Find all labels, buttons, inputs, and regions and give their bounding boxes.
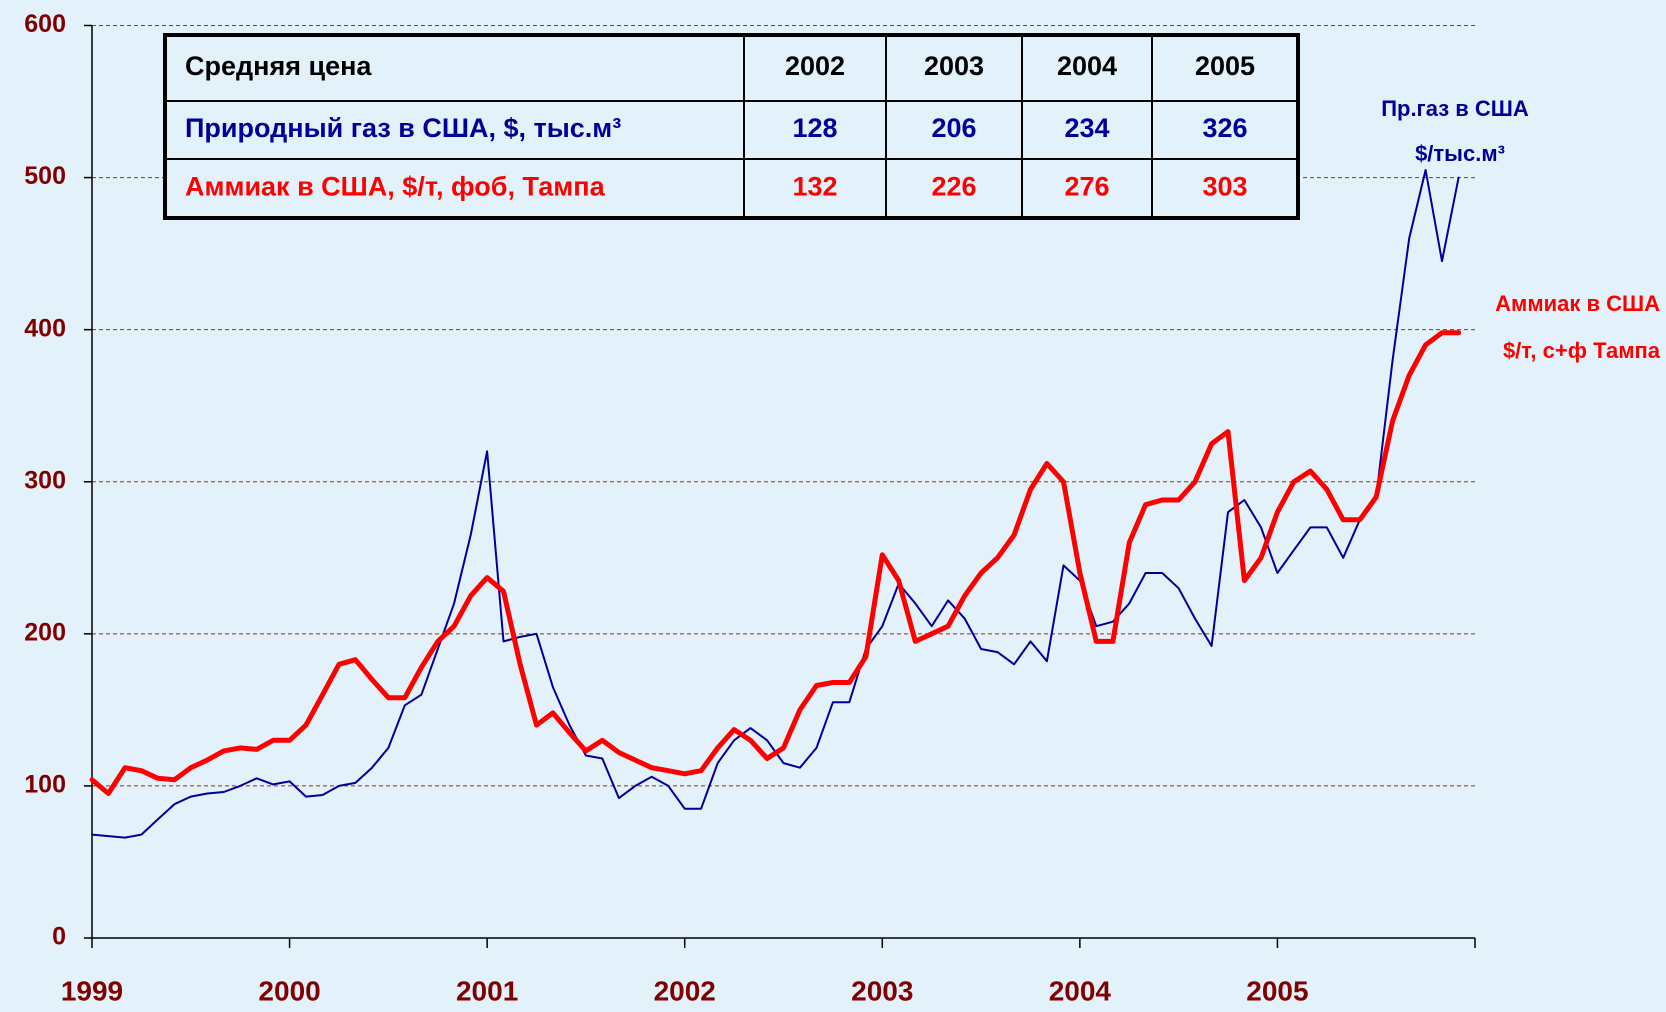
- y-tick-label: 0: [52, 923, 66, 951]
- y-tick-label: 200: [24, 618, 66, 646]
- y-tick-label: 300: [24, 466, 66, 494]
- y-tick-label: 600: [24, 10, 66, 38]
- table-cell: 2005: [1195, 51, 1255, 81]
- table-box: [163, 33, 1300, 220]
- table-cell: 226: [931, 172, 976, 202]
- y-tick-label: 400: [24, 314, 66, 342]
- table-cell: 206: [931, 113, 976, 143]
- y-tick-label: 100: [24, 771, 66, 799]
- table-cell: 2003: [924, 51, 984, 81]
- table-cell: 234: [1064, 113, 1109, 143]
- table-cell: Природный газ в США, $, тыс.м³: [185, 113, 621, 143]
- table-cell: 303: [1202, 172, 1247, 202]
- y-tick-label: 500: [24, 162, 66, 190]
- series-unit: $/т, с+ф Тампа: [1503, 338, 1661, 363]
- table-cell: 132: [792, 172, 837, 202]
- series-label: Пр.газ в США: [1381, 96, 1529, 121]
- series-line: [89, 330, 1462, 796]
- x-tick-label: 2005: [1246, 975, 1308, 1006]
- x-tick-label: 1999: [61, 975, 123, 1006]
- x-tick-label: 2003: [851, 975, 913, 1006]
- table-cell: Аммиак в США, $/т, фоб, Тампа: [185, 172, 606, 202]
- table-cell: Средняя цена: [185, 51, 372, 81]
- x-tick-label: 2000: [258, 975, 320, 1006]
- table-cell: 128: [792, 113, 837, 143]
- x-tick-label: 2001: [456, 975, 518, 1006]
- table-cell: 2002: [785, 51, 845, 81]
- table-cell: 326: [1202, 113, 1247, 143]
- series-label: Аммиак в США: [1495, 291, 1660, 316]
- series-unit: $/тыс.м³: [1415, 141, 1505, 166]
- x-tick-label: 2004: [1049, 975, 1112, 1006]
- table-cell: 276: [1064, 172, 1109, 202]
- table-cell: 2004: [1057, 51, 1117, 81]
- x-tick-label: 2002: [654, 975, 716, 1006]
